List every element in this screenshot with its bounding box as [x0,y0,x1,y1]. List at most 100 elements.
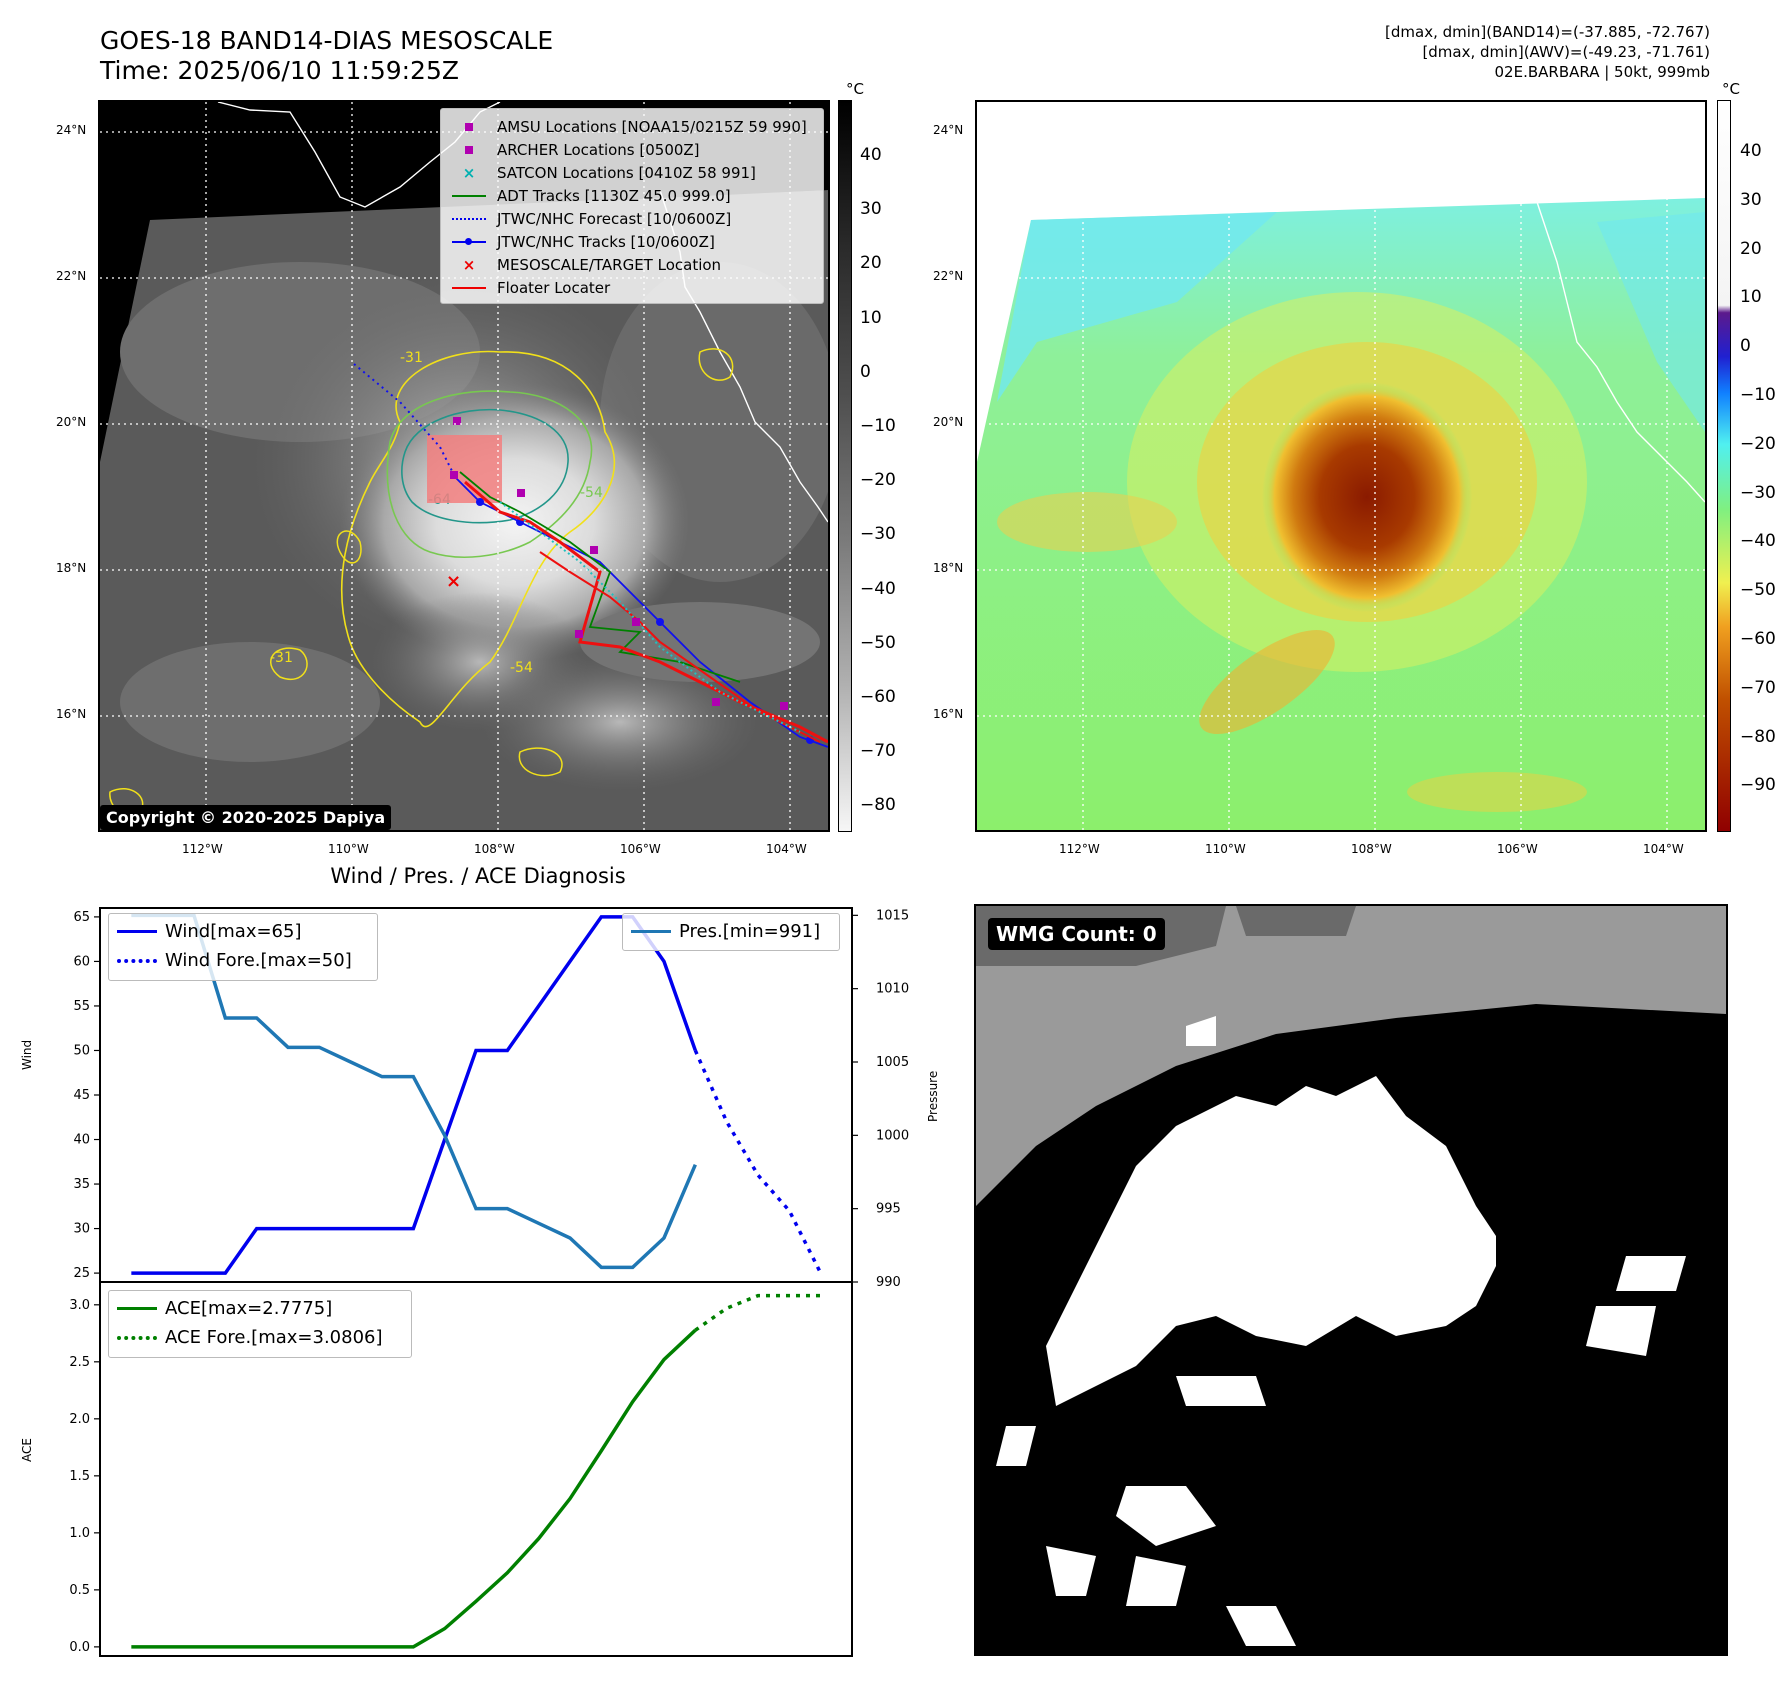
pressure-axis-label: Pressure [926,1070,940,1122]
wmg-count-label: WMG Count: 0 [988,918,1165,950]
series-line [693,1049,823,1274]
legend-item-satcon: × SATCON Locations [0410Z 58 991] [462,163,756,182]
figure-title-line2: Time: 2025/06/10 11:59:25Z [100,56,459,85]
copyright-label: Copyright © 2020-2025 Dapiya [100,805,392,830]
ir-map-panel: -64 -31 -54 -31 -54 × [98,100,830,832]
colorbar-tick-label: 30 [1740,189,1762,210]
colorbar-tick-label: −50 [860,632,896,653]
colorbar-tick-label: −70 [860,741,896,762]
colorbar-tick-label: −80 [860,795,896,816]
wind-axis-label: Wind [20,1039,34,1070]
pressure-tick-label: 1010 [876,982,909,997]
wind-legend: Wind[max=65] Wind Fore.[max=50] [108,913,378,981]
pressure-tick-label: 995 [876,1202,901,1217]
lat-tick: 24°N [56,123,87,137]
legend-item-ace-fore: ACE Fore.[max=3.0806] [117,1323,403,1352]
lat-tick: 20°N [56,415,87,429]
colorbar-tick-label: −40 [860,578,896,599]
contour-label: -54 [580,485,603,501]
lat-tick: 20°N [933,415,964,429]
colorbar-tick-label: 30 [860,199,882,220]
awv-colorbar [1717,100,1731,832]
colorbar-tick-label: −90 [1740,775,1776,796]
contour-label: -31 [270,650,293,666]
pressure-tick-label: 990 [876,1275,901,1290]
series-line [131,915,697,1275]
wind-tick-label: 55 [73,999,90,1014]
contour-label: -31 [400,350,423,366]
lat-tick: 16°N [933,707,964,721]
ace-tick-label: 0.5 [69,1583,90,1598]
wind-tick-label: 60 [73,954,90,969]
wind-tick-label: 40 [73,1133,90,1148]
map-legend: AMSU Locations [NOAA15/0215Z 59 990] ARC… [440,108,824,304]
legend-item-floater: Floater Locater [449,276,815,299]
lon-tick: 112°W [182,842,223,856]
ace-tick-label: 2.5 [69,1355,90,1370]
colorbar-tick-label: 20 [1740,238,1762,259]
colorbar-tick-label: −60 [860,687,896,707]
colorbar-tick-label: −50 [1740,580,1776,601]
colorbar-tick-label: 0 [1740,336,1751,357]
lat-tick: 18°N [933,561,964,575]
colorbar-tick-label: 10 [1740,287,1762,308]
lat-tick: 16°N [56,707,87,721]
colorbar-tick-label: −70 [1740,677,1776,698]
wind-tick-label: 30 [73,1222,90,1237]
lat-tick: 24°N [933,123,964,137]
pressure-legend: Pres.[min=991] [622,913,840,951]
ace-axis-label: ACE [20,1438,34,1462]
lon-tick: 110°W [328,842,369,856]
lon-tick: 110°W [1205,842,1246,856]
legend-item-amsu: AMSU Locations [NOAA15/0215Z 59 990] [449,115,815,138]
wind-tick-label: 25 [73,1266,90,1281]
colorbar-tick-label: −10 [860,416,896,436]
stats-line2: [dmax, dmin](AWV)=(-49.23, -71.761) [1422,43,1710,61]
colorbar-tick-label: 20 [860,253,882,274]
storm-info: 02E.BARBARA | 50kt, 999mb [1494,63,1710,81]
colorbar-tick-label: −10 [1740,385,1776,405]
colorbar-tick-label: −60 [1740,629,1776,649]
pressure-tick-label: 1005 [876,1055,909,1070]
lon-tick: 108°W [1351,842,1392,856]
legend-item-target: × MESOSCALE/TARGET Location [462,255,722,274]
colorbar-tick-label: −40 [1740,531,1776,552]
legend-item-wind-fore: Wind Fore.[max=50] [117,946,369,975]
ace-tick-label: 3.0 [69,1298,90,1313]
colorbar-tick-label: 40 [1740,141,1762,161]
legend-item-archer: ARCHER Locations [0500Z] [449,138,815,161]
svg-text:×: × [446,571,461,592]
diagnosis-chart: 25 30 35 40 45 50 55 60 65 990 995 1000 1005 1010 1015… [69,907,909,1657]
ace-legend: ACE[max=2.7775] ACE Fore.[max=3.0806] [108,1290,412,1358]
colorbar-tick-label: 10 [860,307,882,328]
legend-item-ace: ACE[max=2.7775] [117,1294,403,1323]
legend-item-forecast: JTWC/NHC Forecast [10/0600Z] [449,207,815,230]
legend-item-wind: Wind[max=65] [117,917,369,946]
lon-tick: 106°W [620,842,661,856]
lon-tick: 104°W [1643,842,1684,856]
awv-map-panel [975,100,1707,832]
ace-tick-label: 0.0 [69,1640,90,1655]
wind-tick-label: 45 [73,1088,90,1103]
lon-tick: 112°W [1059,842,1100,856]
lon-tick: 108°W [474,842,515,856]
series-line [131,913,697,1270]
colorbar-tick-label: 40 [860,145,882,165]
colorbar-unit: °C [1722,80,1740,98]
wind-tick-label: 35 [73,1177,90,1192]
colorbar-tick-label: −80 [1740,726,1776,747]
wmg-image [976,906,1726,1654]
series-line [694,1293,821,1332]
legend-item-adt: ADT Tracks [1130Z 45.0 999.0] [449,184,815,207]
colorbar-tick-label: −20 [1740,433,1776,454]
wmg-panel: WMG Count: 0 [974,904,1728,1656]
ir-colorbar [838,100,852,832]
ace-plot-frame [99,1281,853,1657]
diagnosis-title: Wind / Pres. / ACE Diagnosis [330,864,626,888]
contour-label: -54 [510,660,533,676]
pressure-tick-label: 1000 [876,1128,909,1143]
stats-line1: [dmax, dmin](BAND14)=(-37.885, -72.767) [1385,23,1710,41]
colorbar-tick-label: −30 [1740,482,1776,503]
wind-tick-label: 65 [73,910,90,925]
colorbar-tick-label: −20 [860,470,896,491]
